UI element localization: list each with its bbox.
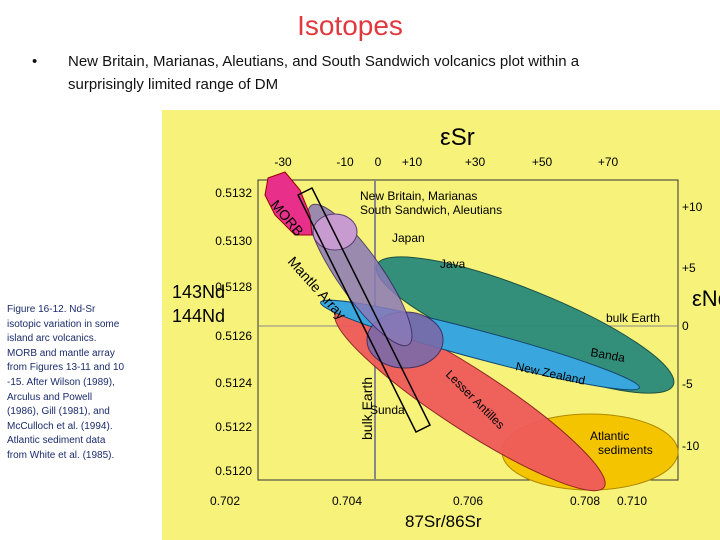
tick-label: +10 xyxy=(402,155,423,169)
field-label: bulk Earth xyxy=(606,311,660,325)
morb-field xyxy=(264,171,313,236)
tick-label: -5 xyxy=(682,377,693,391)
caption-line: Arculus and Powell xyxy=(7,391,93,403)
plot-frame xyxy=(257,179,679,481)
mantle-array xyxy=(296,186,432,434)
axis-label: εNd xyxy=(692,286,720,311)
tick-label: 0.5132 xyxy=(215,186,252,200)
tick-label: +30 xyxy=(465,155,486,169)
caption-line: island arc volcanics. xyxy=(7,333,97,345)
caption-line: from White et al. (1985). xyxy=(7,449,115,461)
tick-label: 0 xyxy=(375,155,382,169)
caption-line: -15. After Wilson (1989), xyxy=(7,376,115,388)
tick-label: 0.702 xyxy=(210,494,240,508)
tick-label: -30 xyxy=(274,155,292,169)
slide-title: Isotopes xyxy=(297,10,403,41)
tick-label: +50 xyxy=(532,155,553,169)
caption-line: MORB and mantle array xyxy=(7,347,115,359)
field xyxy=(312,213,358,251)
tick-label: 0.5130 xyxy=(215,234,252,248)
field-label: sediments xyxy=(598,443,653,457)
caption-line: Atlantic sediment data xyxy=(7,435,106,447)
tick-label: -10 xyxy=(682,439,700,453)
bullet-line: New Britain, Marianas, Aleutians, and So… xyxy=(68,53,580,70)
tick-label: +10 xyxy=(682,200,703,214)
tick-label: -10 xyxy=(336,155,354,169)
field-label: bulk Earth xyxy=(359,377,375,440)
caption-line: from Figures 13-11 and 10 xyxy=(7,362,125,374)
field-label: Atlantic xyxy=(590,429,629,443)
bullet: • New Britain, Marianas, Aleutians, and … xyxy=(32,50,579,96)
tick-label: 0.704 xyxy=(332,494,362,508)
tick-label: 0.5126 xyxy=(215,329,252,343)
field-label: Japan xyxy=(392,231,425,245)
field-label: Sunda xyxy=(370,403,405,417)
axis-label: εSr xyxy=(440,124,475,151)
tick-label: 0.5120 xyxy=(215,464,252,478)
field-label: Banda xyxy=(589,345,626,365)
axis-label: 144Nd xyxy=(172,306,225,326)
field-label: New Britain, Marianas xyxy=(360,189,477,203)
tick-label: 0.5122 xyxy=(215,420,252,434)
caption-line: isotopic variation in some xyxy=(7,318,120,330)
bullet-line: surprisingly limited range of DM xyxy=(68,76,279,93)
caption-line: (1986), Gill (1981), and xyxy=(7,406,110,418)
tick-label: +70 xyxy=(598,155,619,169)
field-label: Java xyxy=(440,257,466,271)
tick-label: 0.5124 xyxy=(215,376,252,390)
axis-label: 87Sr/86Sr xyxy=(405,512,482,531)
tick-label: +5 xyxy=(682,261,696,275)
caption: Figure 16-12. Nd-Sr isotopic variation in… xyxy=(7,303,124,464)
field-label: South Sandwich, Aleutians xyxy=(360,203,502,217)
tick-label: 0.710 xyxy=(617,494,647,508)
axis-label: 143Nd xyxy=(172,282,225,302)
tick-label: 0.706 xyxy=(453,494,483,508)
tick-label: 0.5128 xyxy=(215,280,252,294)
caption-line: Figure 16-12. Nd-Sr xyxy=(7,304,96,315)
caption-line: McCulloch et al. (1994). xyxy=(7,420,113,432)
tick-label: 0.708 xyxy=(570,494,600,508)
tick-label: 0 xyxy=(682,319,689,333)
